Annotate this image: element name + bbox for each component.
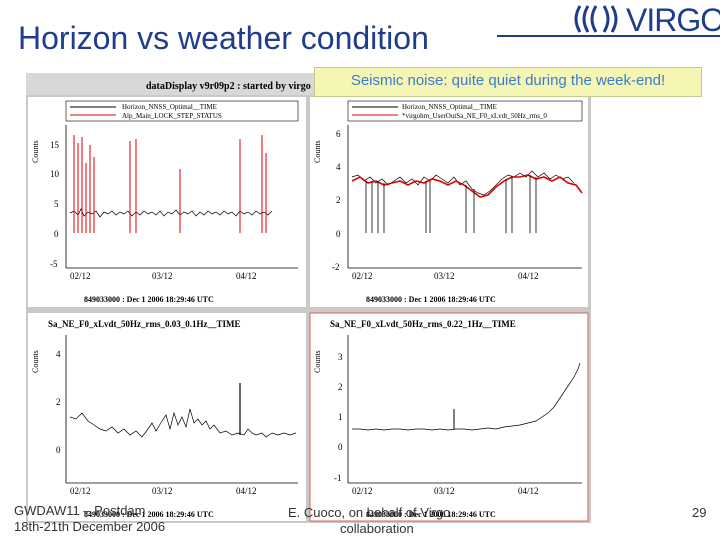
panel-1-xtick-3: 04/12	[236, 271, 257, 281]
panel-1-stamp: 849033000 : Dec 1 2006 18:29:46 UTC	[84, 295, 214, 304]
seismic-noise-note: Seismic noise: quite quiet during the we…	[314, 67, 702, 97]
logo-text: VIRGO	[626, 2, 720, 38]
panel-1-xtick-1: 02/12	[70, 271, 91, 281]
panel-4-ytick-1: 1	[338, 412, 343, 422]
panel-3-xtick-3: 04/12	[236, 486, 257, 496]
footer-left-line-1: GWDAW11 – Postdam	[14, 503, 146, 518]
panel-1-ytick-5: 5	[54, 199, 59, 209]
panel-2-xtick-3: 04/12	[518, 271, 539, 281]
panel-1-legend	[65, 100, 299, 122]
panel-2-stamp: 849033000 : Dec 1 2006 18:29:46 UTC	[366, 295, 496, 304]
panel-2-legend	[347, 100, 583, 122]
panel-4-xtick-1: 02/12	[352, 486, 373, 496]
panel-4-stamp: 849033000 : Dec 1 2006 18:29:46 UTC	[366, 510, 496, 519]
panel-1-ylabel: Counts	[31, 140, 40, 163]
slide-title: Horizon vs weather condition	[18, 20, 429, 56]
virgo-logo: VIRGO	[570, 2, 720, 38]
window-title: dataDisplay v9r09p2 : started by virgo	[146, 81, 311, 92]
panel-3-legend: Sa_NE_F0_xLvdt_50Hz_rms_0.03_0.1Hz__TIME	[48, 319, 241, 329]
footer-left-line-2: 18th-21th December 2006	[14, 519, 166, 534]
panel-4-ytick-3: 3	[338, 352, 343, 362]
panel-2-ylabel: Counts	[313, 140, 322, 163]
panel-2-ytick-2: 2	[336, 195, 341, 205]
panel-3-ytick-0: 0	[56, 445, 61, 455]
panel-3-xtick-2: 03/12	[152, 486, 173, 496]
panel-1-ytick-10: 10	[50, 169, 60, 179]
panel-1-legend-2: Alp_Main_LOCK_STEP_STATUS	[122, 112, 222, 120]
panel-3-ytick-4: 4	[56, 349, 61, 359]
panel-2-ytick-0: 0	[336, 229, 341, 239]
panel-1-legend-1: Horizon_NNSS_Optimal__TIME	[122, 103, 217, 111]
panel-3-xtick-1: 02/12	[70, 486, 91, 496]
panel-2-content: Horizon_NNSS_Optimal__TIME *virgohm_User…	[313, 100, 583, 304]
panel-2-dropouts	[365, 175, 537, 233]
panel-4-ytick-2: 2	[338, 382, 343, 392]
panel-3-ytick-2: 2	[56, 397, 61, 407]
panel-1-xtick-2: 03/12	[152, 271, 173, 281]
panel-2-xtick-1: 02/12	[352, 271, 373, 281]
panel-3-content: Sa_NE_F0_xLvdt_50Hz_rms_0.03_0.1Hz__TIME…	[31, 319, 298, 519]
footer-center-line-2: collaboration	[340, 521, 414, 536]
panel-2-xtick-2: 03/12	[434, 271, 455, 281]
panel-1-ytick-15: 15	[50, 140, 60, 150]
panel-4-content: Sa_NE_F0_xLvdt_50Hz_rms_0.22_1Hz__TIME C…	[313, 319, 582, 519]
panel-4-ytick-m1: -1	[334, 473, 342, 483]
title-rule	[497, 35, 720, 37]
panel-2-ytick-6: 6	[336, 129, 341, 139]
panel-4-ylabel: Counts	[313, 350, 322, 373]
panel-4-legend: Sa_NE_F0_xLvdt_50Hz_rms_0.22_1Hz__TIME	[330, 319, 516, 329]
panel-3	[28, 313, 306, 521]
plots-canvas: dataDisplay v9r09p2 : started by virgo H…	[26, 73, 591, 522]
data-display-screenshot: dataDisplay v9r09p2 : started by virgo H…	[26, 73, 591, 523]
panel-2	[310, 97, 588, 307]
panel-3-ylabel: Counts	[31, 350, 40, 373]
panel-1-content: Horizon_NNSS_Optimal__TIME Alp_Main_LOCK…	[31, 100, 299, 304]
panel-1-ytick-m5: -5	[50, 259, 58, 269]
panel-2-legend-1: Horizon_NNSS_Optimal__TIME	[402, 103, 497, 111]
panel-3-stamp: 849033000 : Dec 1 2006 18:29:46 UTC	[84, 510, 214, 519]
footer-center-line-1: E. Cuoco, on behalf of Virgo	[288, 505, 451, 520]
panel-2-legend-2: *virgohm_UserOutSa_NE_F0_xLvdt_50Hz_rms_…	[402, 112, 547, 120]
panel-1-ytick-0: 0	[54, 229, 59, 239]
panel-4-xtick-2: 03/12	[434, 486, 455, 496]
panel-4-xtick-3: 04/12	[518, 486, 539, 496]
panel-4-ytick-0: 0	[338, 442, 343, 452]
panel-1-red-spikes	[73, 135, 267, 233]
page-number: 29	[692, 505, 707, 520]
panel-2-ytick-4: 4	[336, 162, 341, 172]
panel-2-ytick-m2: -2	[332, 262, 340, 272]
virgo-logo-icon	[574, 5, 618, 33]
